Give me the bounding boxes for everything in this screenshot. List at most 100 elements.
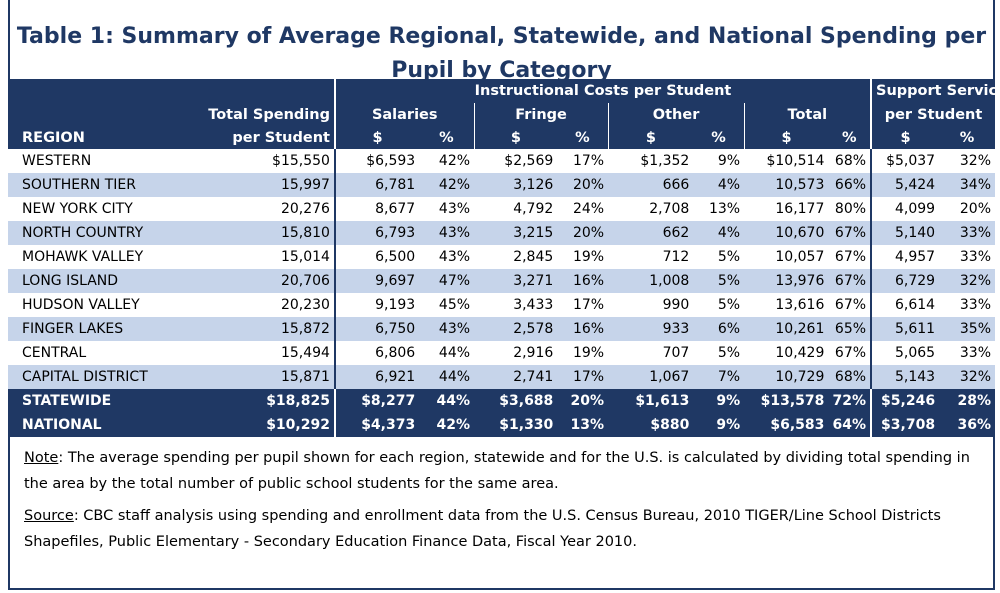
fringe-pct-cell: 20% — [557, 389, 609, 413]
support-pct-cell: 32% — [939, 149, 995, 173]
table-row: NORTH COUNTRY 15,810 6,793 43% 3,215 20%… — [8, 221, 995, 245]
salaries-pct-cell: 42% — [419, 413, 475, 437]
support-cell: $5,037 — [870, 149, 940, 173]
table-row: MOHAWK VALLEY 15,014 6,500 43% 2,845 19%… — [8, 245, 995, 269]
other-cell: 933 — [608, 317, 694, 341]
table-row: LONG ISLAND 20,706 9,697 47% 3,271 16% 1… — [8, 269, 995, 293]
fringe-cell: $3,688 — [474, 389, 558, 413]
inst-total-pct-cell: 68% — [828, 365, 872, 389]
inst-total-cell: 10,729 — [744, 365, 829, 389]
header-total-spending-1: Total Spending — [195, 103, 335, 126]
inst-total-pct-cell: 67% — [828, 221, 872, 245]
header-fringe: Fringe — [473, 103, 609, 126]
support-cell: 5,140 — [870, 221, 940, 245]
total-spending-cell: 15,872 — [195, 317, 335, 341]
header-sup-pct: % — [939, 126, 995, 149]
support-pct-cell: 20% — [939, 197, 995, 221]
salaries-pct-cell: 43% — [419, 317, 475, 341]
total-spending-cell: 20,230 — [195, 293, 335, 317]
support-cell: $3,708 — [870, 413, 940, 437]
header-support-2: per Student — [870, 103, 995, 126]
header-region: REGION — [8, 126, 196, 149]
salaries-cell: 6,921 — [333, 365, 420, 389]
salaries-cell: 6,806 — [333, 341, 420, 365]
salaries-cell: 6,750 — [333, 317, 420, 341]
other-cell: $880 — [608, 413, 694, 437]
header-salaries: Salaries — [333, 103, 475, 126]
support-pct-cell: 32% — [939, 365, 995, 389]
inst-total-pct-cell: 68% — [828, 149, 872, 173]
support-pct-cell: 33% — [939, 245, 995, 269]
region-cell: WESTERN — [8, 149, 196, 173]
other-pct-cell: 4% — [693, 221, 745, 245]
other-cell: 1,008 — [608, 269, 694, 293]
other-cell: 990 — [608, 293, 694, 317]
header-total-spending-2: per Student — [195, 126, 335, 149]
salaries-pct-cell: 42% — [419, 173, 475, 197]
inst-total-cell: 10,670 — [744, 221, 829, 245]
other-cell: $1,613 — [608, 389, 694, 413]
other-cell: 666 — [608, 173, 694, 197]
inst-total-cell: 10,057 — [744, 245, 829, 269]
total-spending-cell: 15,494 — [195, 341, 335, 365]
inst-total-cell: $10,514 — [744, 149, 829, 173]
other-cell: 662 — [608, 221, 694, 245]
other-cell: 712 — [608, 245, 694, 269]
region-cell: MOHAWK VALLEY — [8, 245, 196, 269]
inst-total-cell: 10,573 — [744, 173, 829, 197]
salaries-pct-cell: 45% — [419, 293, 475, 317]
support-pct-cell: 28% — [939, 389, 995, 413]
other-pct-cell: 7% — [693, 365, 745, 389]
region-cell: NATIONAL — [8, 413, 196, 437]
support-cell: 5,065 — [870, 341, 940, 365]
region-cell: LONG ISLAND — [8, 269, 196, 293]
fringe-pct-cell: 24% — [557, 197, 609, 221]
salaries-pct-cell: 44% — [419, 365, 475, 389]
support-pct-cell: 35% — [939, 317, 995, 341]
table-title: Table 1: Summary of Average Regional, St… — [16, 24, 987, 83]
salaries-pct-cell: 44% — [419, 341, 475, 365]
support-cell: 4,099 — [870, 197, 940, 221]
fringe-pct-cell: 16% — [557, 269, 609, 293]
salaries-pct-cell: 44% — [419, 389, 475, 413]
fringe-pct-cell: 20% — [557, 221, 609, 245]
region-cell: HUDSON VALLEY — [8, 293, 196, 317]
salaries-cell: $8,277 — [333, 389, 420, 413]
table-row: HUDSON VALLEY 20,230 9,193 45% 3,433 17%… — [8, 293, 995, 317]
inst-total-cell: 10,429 — [744, 341, 829, 365]
inst-total-cell: 16,177 — [744, 197, 829, 221]
support-cell: 4,957 — [870, 245, 940, 269]
other-pct-cell: 4% — [693, 173, 745, 197]
other-pct-cell: 5% — [693, 341, 745, 365]
support-cell: 6,614 — [870, 293, 940, 317]
total-spending-cell: $10,292 — [195, 413, 335, 437]
statewide-row: STATEWIDE $18,825 $8,277 44% $3,688 20% … — [8, 389, 995, 413]
header-blank-3 — [8, 103, 196, 126]
header-instructional: Instructional Costs per Student — [333, 79, 872, 103]
salaries-cell: 6,781 — [333, 173, 420, 197]
salaries-pct-cell: 43% — [419, 221, 475, 245]
note-text: : The average spending per pupil shown f… — [24, 450, 970, 492]
header-sal-pct: % — [419, 126, 475, 149]
spending-table: Instructional Costs per Student Support … — [8, 79, 995, 437]
other-pct-cell: 9% — [693, 149, 745, 173]
header-oth-dollar: $ — [607, 126, 694, 149]
fringe-cell: 3,271 — [474, 269, 558, 293]
fringe-pct-cell: 17% — [557, 149, 609, 173]
other-pct-cell: 9% — [693, 413, 745, 437]
header-other: Other — [607, 103, 745, 126]
salaries-pct-cell: 47% — [419, 269, 475, 293]
other-pct-cell: 5% — [693, 245, 745, 269]
note-paragraph: Note: The average spending per pupil sho… — [24, 445, 979, 497]
inst-total-pct-cell: 67% — [828, 293, 872, 317]
support-cell: 5,424 — [870, 173, 940, 197]
inst-total-cell: 10,261 — [744, 317, 829, 341]
total-spending-cell: 20,276 — [195, 197, 335, 221]
table-row: CENTRAL 15,494 6,806 44% 2,916 19% 707 5… — [8, 341, 995, 365]
inst-total-pct-cell: 72% — [828, 389, 872, 413]
fringe-cell: $2,569 — [474, 149, 558, 173]
inst-total-pct-cell: 67% — [828, 341, 872, 365]
fringe-cell: 3,215 — [474, 221, 558, 245]
fringe-pct-cell: 20% — [557, 173, 609, 197]
total-spending-cell: $15,550 — [195, 149, 335, 173]
